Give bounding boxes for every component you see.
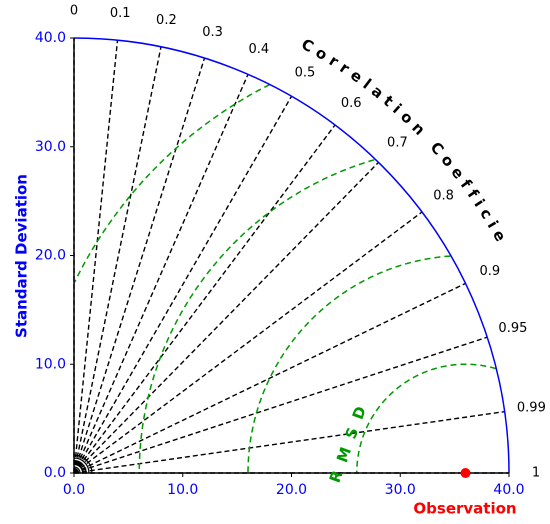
correlation-tick-label: 0.9 [479,264,500,279]
std-arc [73,37,510,474]
correlation-tick-label: 0.6 [341,96,362,111]
correlation-line [73,161,379,474]
rmsd-contour [247,255,451,473]
correlation-line [73,95,293,474]
rmsd-contour [138,159,375,473]
correlation-tick-label: 0.5 [295,65,316,80]
rmsd-contour [356,363,497,473]
x-tick-label: 0.0 [63,482,85,498]
y-tick-label: 20.0 [35,248,66,264]
correlation-line [73,410,505,474]
correlation-line [73,46,162,474]
rmsd-contour [73,83,271,283]
x-tick-label: 40.0 [493,482,524,498]
observation-label: Observation [413,500,516,518]
y-tick-label: 10.0 [35,356,66,372]
correlation-line [73,282,466,474]
x-tick-label: 20.0 [276,482,307,498]
correlation-tick-label: 0 [70,4,78,19]
correlation-line [73,211,423,474]
correlation-line [73,124,336,474]
correlation-line [73,336,488,474]
y-tick-label: 0.0 [44,465,66,481]
y-tick-label: 40.0 [35,30,66,46]
y-tick-label: 30.0 [35,139,66,155]
correlation-tick-label: 0.4 [248,42,269,57]
correlation-line [73,40,119,474]
correlation-tick-label: 0.8 [433,188,454,203]
correlation-tick-label: 0.3 [202,25,223,40]
correlation-line [73,74,249,474]
correlation-tick-label: 0.1 [110,6,131,21]
correlation-tick-label: 0.95 [498,321,527,336]
rmsd-label: RMSD [326,395,374,485]
correlation-tick-label: 0.2 [156,13,177,28]
x-tick-label: 10.0 [167,482,198,498]
correlation-tick-label: 0.7 [387,136,408,151]
observation-point [460,468,471,478]
correlation-line [73,57,206,474]
x-tick-label: 30.0 [385,482,416,498]
y-axis-label: Standard Deviation [13,174,31,338]
correlation-tick-label: 1 [532,466,540,481]
correlation-tick-label: 0.99 [517,400,546,415]
